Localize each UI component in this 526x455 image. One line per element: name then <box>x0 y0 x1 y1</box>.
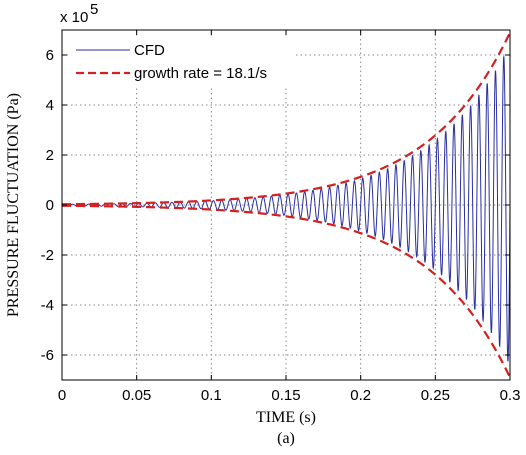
y-tick-label: -6 <box>41 347 54 364</box>
x-tick-label: 0 <box>58 387 66 404</box>
y-axis-multiplier: x 10 <box>60 9 88 26</box>
y-tick-label: -2 <box>41 247 54 264</box>
y-tick-label: 0 <box>46 197 54 214</box>
y-tick-label: -4 <box>41 297 54 314</box>
y-axis-multiplier-exponent: 5 <box>90 1 98 18</box>
legend-label-growth-rate: growth rate = 18.1/s <box>134 65 267 82</box>
plot-series <box>61 32 511 378</box>
x-tick-label: 0.15 <box>271 387 300 404</box>
y-tick-label: 6 <box>46 47 54 64</box>
legend-box <box>69 35 296 87</box>
cfd-series-line <box>61 56 511 362</box>
axis-ticks: 0 0.05 0.1 0.15 0.2 0.25 0.3 -6 -4 -2 0 2 4 6 <box>41 30 521 404</box>
x-tick-label: 0.25 <box>421 387 450 404</box>
growth-rate-upper-envelope <box>61 32 511 206</box>
x-axis-title: TIME (s) <box>256 409 316 426</box>
growth-rate-lower-envelope <box>61 204 511 378</box>
legend: CFD growth rate = 18.1/s <box>69 35 296 87</box>
x-tick-label: 0.1 <box>201 387 222 404</box>
y-tick-label: 2 <box>46 147 54 164</box>
x-tick-label: 0.2 <box>350 387 371 404</box>
y-axis-title: PRESSURE FLUCTUATION (Pa) <box>5 93 22 317</box>
x-tick-label: 0.05 <box>122 387 151 404</box>
figure-caption: (a) <box>277 430 295 447</box>
legend-label-cfd: CFD <box>134 42 165 59</box>
y-tick-label: 4 <box>46 97 54 114</box>
x-tick-label: 0.3 <box>500 387 521 404</box>
